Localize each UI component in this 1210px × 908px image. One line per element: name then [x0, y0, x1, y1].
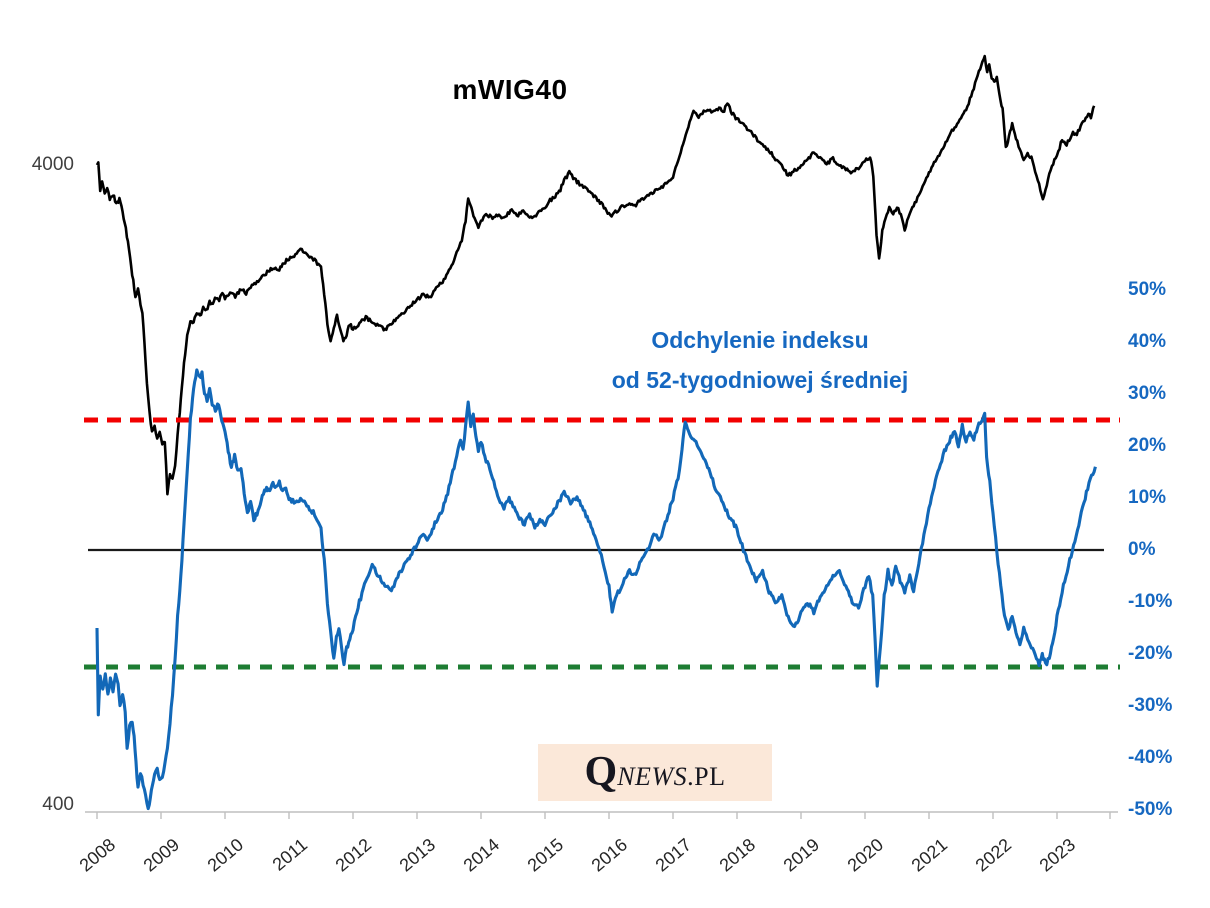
right-axis-tick-label: -10% [1128, 591, 1173, 612]
qnews-watermark: Q NEWS .PL [538, 744, 772, 801]
right-axis-tick-label: -30% [1128, 695, 1173, 716]
deviation-line [95, 368, 1097, 811]
index-line [95, 54, 1096, 496]
right-axis-tick-label: 40% [1128, 331, 1167, 352]
left-axis-label-4000: 4000 [31, 154, 74, 175]
right-axis-tick-label: -20% [1128, 643, 1173, 664]
watermark-news: NEWS [617, 762, 688, 791]
right-axis-tick-label: -50% [1128, 799, 1173, 820]
right-axis-tick-label: 30% [1128, 383, 1167, 404]
watermark-pl: .PL [687, 762, 726, 791]
left-axis-label-400: 400 [42, 794, 74, 815]
right-axis-tick-label: 0% [1128, 539, 1156, 560]
right-axis-tick-label: 50% [1128, 279, 1167, 300]
right-axis-tick-label: 10% [1128, 487, 1167, 508]
x-axis-ticks [96, 812, 1111, 819]
annotation-line-1: Odchylenie indeksu [651, 327, 869, 353]
right-axis-tick-label: 20% [1128, 435, 1167, 456]
right-axis-tick-label: -40% [1128, 747, 1173, 768]
chart-title: mWIG40 [452, 74, 568, 105]
annotation-line-2: od 52-tygodniowej średniej [611, 367, 909, 393]
deviation-annotation: Odchylenie indeksu od 52-tygodniowej śre… [520, 320, 1000, 400]
watermark-q: Q [584, 749, 618, 795]
